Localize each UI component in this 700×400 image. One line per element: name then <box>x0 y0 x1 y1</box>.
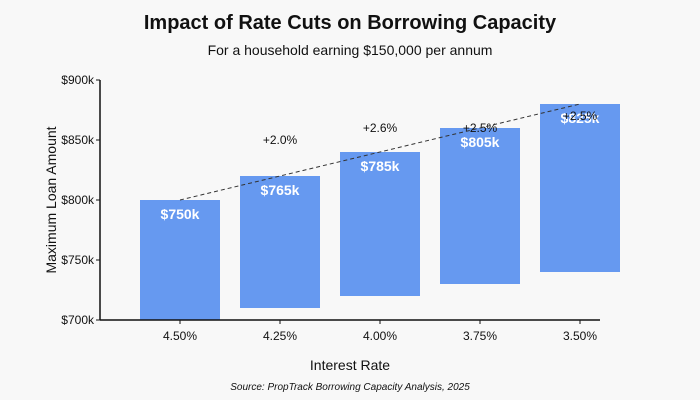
y-tick-label: $700k <box>61 313 95 327</box>
bar-value-label: $785k <box>361 158 400 174</box>
bar <box>540 104 620 272</box>
x-tick-label: 4.50% <box>163 329 197 343</box>
y-ticks-group: $700k $750k $800k $850k $900k <box>61 73 100 327</box>
bar-value-label: $750k <box>161 206 200 222</box>
value-labels-group: $750k $765k $785k $805k $825k <box>161 110 600 222</box>
bar-value-label: $805k <box>461 134 500 150</box>
y-tick-label: $900k <box>61 73 95 87</box>
change-label: +2.6% <box>363 121 398 135</box>
trend-line <box>179 103 581 201</box>
change-labels-group: +2.0%+2.6%+2.5%+2.5% <box>263 109 598 147</box>
change-label: +2.0% <box>263 133 298 147</box>
x-tick-label: 4.00% <box>363 329 397 343</box>
y-tick-label: $850k <box>61 133 95 147</box>
bars-group <box>140 104 620 320</box>
x-axis-label: Interest Rate <box>310 357 390 373</box>
y-axis-label: Maximum Loan Amount <box>43 126 59 273</box>
y-tick-label: $750k <box>61 253 95 267</box>
bar <box>440 128 520 284</box>
bar <box>340 152 420 296</box>
bar <box>240 176 320 308</box>
source-note: Source: PropTrack Borrowing Capacity Ana… <box>230 382 470 393</box>
x-tick-label: 4.25% <box>263 329 297 343</box>
y-tick-label: $800k <box>61 193 95 207</box>
chart-title: Impact of Rate Cuts on Borrowing Capacit… <box>144 12 557 34</box>
change-label: +2.5% <box>563 109 598 123</box>
bar <box>140 200 220 320</box>
x-ticks-group: 4.50% 4.25% 4.00% 3.75% 3.50% <box>163 320 597 343</box>
x-tick-label: 3.75% <box>463 329 497 343</box>
chart-subtitle: For a household earning $150,000 per ann… <box>208 42 493 58</box>
bar-value-label: $765k <box>261 182 300 198</box>
x-tick-label: 3.50% <box>563 329 597 343</box>
bar-value-label: $825k <box>561 110 600 126</box>
